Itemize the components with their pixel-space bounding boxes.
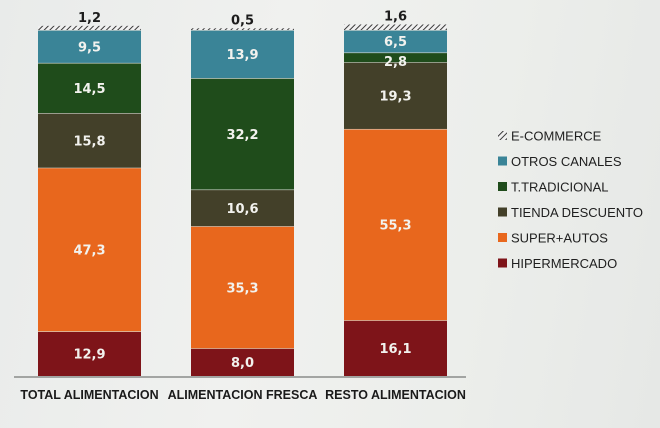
data-label-super-autos-alimentacion-fresca: 35,3 — [226, 281, 258, 296]
segment-e-commerce-resto-alimentacion — [344, 24, 447, 30]
data-label-t-tradicional-resto-alimentacion: 2,8 — [384, 55, 407, 70]
legend: E-COMMERCE OTROS CANALES T.TRADICIONAL TIEN… — [498, 129, 643, 271]
legend-item-super-autos: SUPER+AUTOS — [498, 231, 608, 246]
segment-otros-canales-alimentacion-fresca — [191, 30, 294, 79]
legend-item-e-commerce: E-COMMERCE — [498, 129, 602, 144]
data-label-super-autos-total-alimentacion: 47,3 — [73, 244, 105, 259]
legend-swatch-tienda-descuento — [498, 207, 507, 217]
legend-item-tienda-descuento: TIENDA DESCUENTO — [498, 205, 643, 220]
category-label-resto-alimentacion: RESTO ALIMENTACION — [325, 388, 466, 402]
bar-resto-alimentacion: 16,1 55,3 19,3 2,8 6,5 1,6 — [344, 9, 447, 376]
segment-tienda-descuento-alimentacion-fresca — [191, 189, 294, 227]
category-label-total-alimentacion: TOTAL ALIMENTACION — [20, 388, 158, 402]
legend-swatch-e-commerce — [498, 131, 507, 140]
legend-label-t-tradicional: T.TRADICIONAL — [511, 180, 609, 195]
segment-otros-canales-total-alimentacion — [38, 30, 141, 63]
data-label-e-commerce-resto-alimentacion: 1,6 — [384, 9, 407, 24]
segment-super-autos-total-alimentacion — [38, 167, 141, 332]
category-label-alimentacion-fresca: ALIMENTACION FRESCA — [168, 388, 318, 402]
segment-e-commerce-alimentacion-fresca — [191, 28, 294, 30]
bar-alimentacion-fresca: 8,0 35,3 10,6 32,2 13,9 0,5 — [191, 13, 294, 376]
data-label-t-tradicional-alimentacion-fresca: 32,2 — [226, 128, 258, 143]
legend-swatch-t-tradicional — [498, 182, 507, 191]
segment-hipermercado-total-alimentacion — [38, 331, 141, 376]
segment-tienda-descuento-resto-alimentacion — [344, 62, 447, 129]
segment-super-autos-alimentacion-fresca — [191, 226, 294, 349]
legend-label-super-autos: SUPER+AUTOS — [511, 231, 608, 246]
segment-tienda-descuento-total-alimentacion — [38, 113, 141, 168]
segment-e-commerce-total-alimentacion — [38, 25, 141, 30]
data-label-hipermercado-alimentacion-fresca: 8,0 — [231, 356, 254, 371]
segment-hipermercado-resto-alimentacion — [344, 320, 447, 376]
data-label-tienda-descuento-total-alimentacion: 15,8 — [73, 134, 105, 149]
legend-swatch-hipermercado — [498, 258, 507, 268]
data-label-hipermercado-resto-alimentacion: 16,1 — [379, 342, 411, 357]
legend-item-hipermercado: HIPERMERCADO — [498, 256, 617, 271]
segment-t-tradicional-total-alimentacion — [38, 62, 141, 114]
data-label-tienda-descuento-resto-alimentacion: 19,3 — [379, 90, 411, 105]
segment-t-tradicional-alimentacion-fresca — [191, 78, 294, 190]
data-label-e-commerce-total-alimentacion: 1,2 — [78, 11, 101, 26]
bar-total-alimentacion: 12,9 47,3 15,8 14,5 9,5 1,2 — [38, 11, 141, 376]
data-label-hipermercado-total-alimentacion: 12,9 — [73, 348, 105, 363]
data-label-otros-canales-resto-alimentacion: 6,5 — [384, 35, 407, 50]
legend-label-e-commerce: E-COMMERCE — [511, 129, 602, 144]
legend-swatch-otros-canales — [498, 156, 507, 166]
category-labels: TOTAL ALIMENTACION ALIMENTACION FRESCA RES… — [20, 388, 465, 402]
data-label-tienda-descuento-alimentacion-fresca: 10,6 — [226, 202, 258, 217]
bars-group: 12,9 47,3 15,8 14,5 9,5 1,2 8,0 35,3 10,6 32,2 13,… — [38, 9, 447, 376]
legend-item-otros-canales: OTROS CANALES — [498, 154, 622, 169]
segment-t-tradicional-resto-alimentacion — [344, 52, 447, 63]
segment-super-autos-resto-alimentacion — [344, 128, 447, 321]
legend-label-otros-canales: OTROS CANALES — [511, 154, 622, 169]
legend-item-t-tradicional: T.TRADICIONAL — [498, 180, 609, 195]
data-label-t-tradicional-total-alimentacion: 14,5 — [73, 82, 105, 97]
data-label-otros-canales-total-alimentacion: 9,5 — [78, 40, 101, 55]
legend-label-hipermercado: HIPERMERCADO — [511, 256, 617, 271]
legend-swatch-super-autos — [498, 233, 507, 242]
segment-hipermercado-alimentacion-fresca — [191, 348, 294, 376]
data-label-super-autos-resto-alimentacion: 55,3 — [379, 219, 411, 234]
data-label-otros-canales-alimentacion-fresca: 13,9 — [226, 48, 258, 63]
segment-otros-canales-resto-alimentacion — [344, 30, 447, 53]
data-label-e-commerce-alimentacion-fresca: 0,5 — [231, 13, 254, 28]
legend-label-tienda-descuento: TIENDA DESCUENTO — [511, 205, 643, 220]
